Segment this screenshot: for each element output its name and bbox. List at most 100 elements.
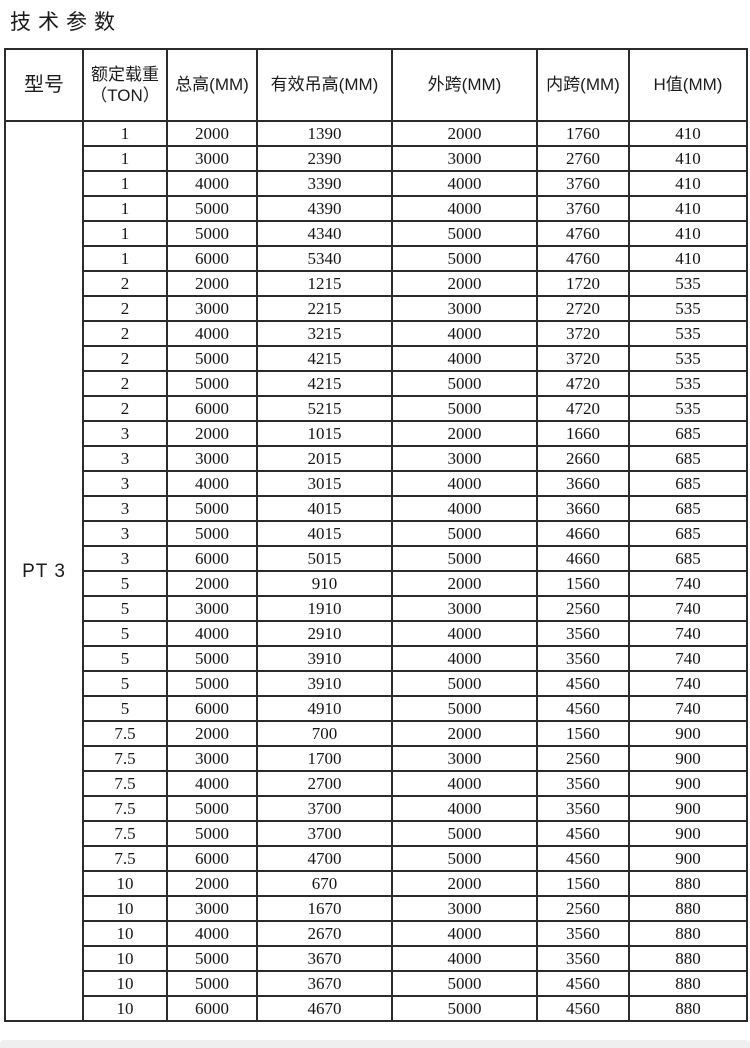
table-row: 5 4000 2910 4000 3560 740 [5, 620, 748, 647]
table-cell: 4720 [536, 395, 630, 422]
table-cell: 900 [628, 845, 748, 872]
table-cell: 2 [82, 320, 168, 347]
table-cell: 3760 [536, 170, 630, 197]
table-cell: 3000 [391, 295, 538, 322]
table-cell: 5000 [166, 495, 258, 522]
table-cell: 700 [256, 720, 393, 747]
table-cell: 5000 [166, 220, 258, 247]
column-header-total-height: 总高(MM) [166, 48, 258, 122]
table-cell: 4000 [166, 170, 258, 197]
table-cell: 3000 [166, 145, 258, 172]
table-row: 5 5000 3910 4000 3560 740 [5, 645, 748, 672]
table-cell: 2910 [256, 620, 393, 647]
table-cell: 1910 [256, 595, 393, 622]
table-cell: 5000 [391, 970, 538, 997]
table-cell: 5 [82, 570, 168, 597]
table-cell: 740 [628, 670, 748, 697]
table-row: 10 6000 4670 5000 4560 880 [5, 995, 748, 1022]
table-cell: 5000 [391, 820, 538, 847]
table-cell: 740 [628, 620, 748, 647]
table-cell: 740 [628, 595, 748, 622]
table-cell: 2 [82, 370, 168, 397]
table-cell: 2 [82, 345, 168, 372]
table-cell: 4000 [166, 770, 258, 797]
table-cell: 4000 [391, 945, 538, 972]
table-cell: 6000 [166, 395, 258, 422]
table-cell: 2000 [166, 270, 258, 297]
table-cell: 2000 [166, 870, 258, 897]
table-cell: 535 [628, 295, 748, 322]
table-cell: 910 [256, 570, 393, 597]
table-cell: 535 [628, 270, 748, 297]
table-cell: 3000 [391, 595, 538, 622]
table-row: 10 3000 1670 3000 2560 880 [5, 895, 748, 922]
table-cell: 4215 [256, 370, 393, 397]
table-cell: 740 [628, 695, 748, 722]
table-cell: 3560 [536, 795, 630, 822]
table-cell: 4000 [391, 345, 538, 372]
table-cell: 4000 [391, 495, 538, 522]
table-cell: 5215 [256, 395, 393, 422]
table-cell: 2000 [391, 870, 538, 897]
table-cell: 4560 [536, 995, 630, 1022]
table-row: 10 5000 3670 5000 4560 880 [5, 970, 748, 997]
table-cell: 2000 [166, 420, 258, 447]
table-cell: 3215 [256, 320, 393, 347]
table-cell: 3 [82, 470, 168, 497]
table-cell: 2000 [391, 570, 538, 597]
table-cell: 685 [628, 420, 748, 447]
table-cell: 2000 [391, 120, 538, 147]
table-row: 7.5 5000 3700 4000 3560 900 [5, 795, 748, 822]
table-cell: 5 [82, 595, 168, 622]
table-cell: 3670 [256, 970, 393, 997]
table-cell: 410 [628, 170, 748, 197]
table-row: 5 3000 1910 3000 2560 740 [5, 595, 748, 622]
table-cell: 880 [628, 995, 748, 1022]
table-cell: 2015 [256, 445, 393, 472]
table-cell: 3560 [536, 945, 630, 972]
table-cell: 5000 [391, 395, 538, 422]
table-cell: 4000 [391, 645, 538, 672]
table-cell: 3700 [256, 795, 393, 822]
table-cell: 2700 [256, 770, 393, 797]
table-cell: 2 [82, 270, 168, 297]
bottom-divider-band [0, 1040, 750, 1048]
table-cell: 410 [628, 145, 748, 172]
table-row: 2 3000 2215 3000 2720 535 [5, 295, 748, 322]
table-cell: 10 [82, 995, 168, 1022]
table-cell: 3720 [536, 320, 630, 347]
table-cell: 5000 [166, 795, 258, 822]
table-cell: 3000 [391, 145, 538, 172]
table-cell: 1560 [536, 720, 630, 747]
table-cell: 4560 [536, 845, 630, 872]
spec-table-body: PT 3 1 2000 1390 2000 1760 410 1 3000 2390 3000 276… [4, 120, 748, 1022]
table-cell: 4215 [256, 345, 393, 372]
table-cell: 5000 [166, 370, 258, 397]
table-cell: 2720 [536, 295, 630, 322]
table-cell: 1700 [256, 745, 393, 772]
header-row: 型号 额定载重 （TON） 总高(MM) 有效吊高(MM) 外跨(MM) 内跨(… [4, 48, 748, 122]
table-cell: 900 [628, 795, 748, 822]
table-cell: 5000 [391, 995, 538, 1022]
table-cell: 685 [628, 495, 748, 522]
table-cell: 6000 [166, 245, 258, 272]
table-cell: 3560 [536, 770, 630, 797]
table-cell: 900 [628, 720, 748, 747]
table-cell: 7.5 [82, 745, 168, 772]
table-cell: 685 [628, 520, 748, 547]
table-cell: 4000 [166, 620, 258, 647]
table-cell: 2560 [536, 595, 630, 622]
table-cell: 3 [82, 495, 168, 522]
table-row: 10 2000 670 2000 1560 880 [5, 870, 748, 897]
table-cell: 3560 [536, 920, 630, 947]
table-cell: 5015 [256, 545, 393, 572]
table-cell: 3 [82, 445, 168, 472]
table-row: 1 5000 4340 5000 4760 410 [5, 220, 748, 247]
table-row: 1 3000 2390 3000 2760 410 [5, 145, 748, 172]
table-cell: 2000 [391, 720, 538, 747]
table-cell: 3000 [166, 445, 258, 472]
table-cell: 7.5 [82, 845, 168, 872]
table-cell: 4560 [536, 970, 630, 997]
table-cell: 740 [628, 570, 748, 597]
table-cell: 535 [628, 370, 748, 397]
